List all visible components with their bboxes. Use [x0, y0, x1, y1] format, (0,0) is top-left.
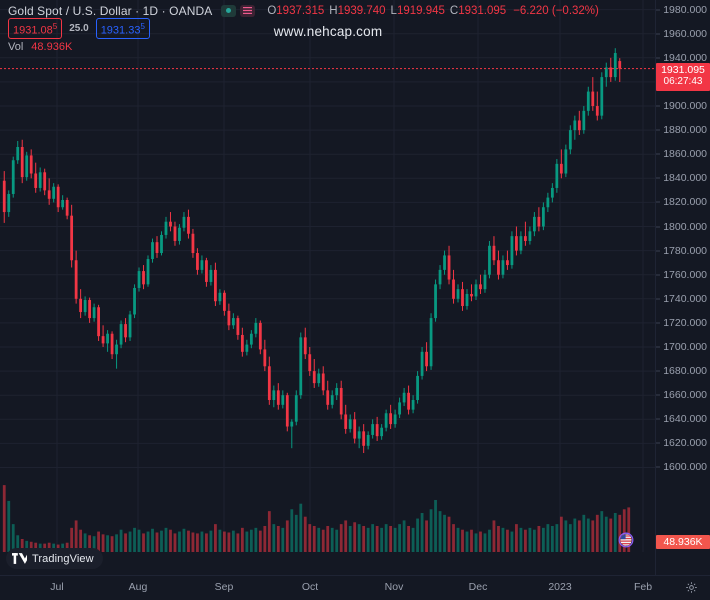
price-tick-mark	[656, 442, 660, 444]
time-tick-label: Sep	[214, 581, 234, 593]
price-tick-label: 1820.000	[663, 196, 707, 209]
time-tick-label: Oct	[301, 581, 319, 593]
price-tick-label: 1900.000	[663, 100, 707, 113]
bar-countdown: 06:27:43	[663, 76, 703, 88]
price-tick-mark	[656, 57, 660, 59]
tradingview-logo-icon	[12, 553, 27, 564]
price-tick-label: 1740.000	[663, 292, 707, 305]
candlestick-series	[2, 48, 631, 552]
time-tick-label: 2023	[548, 581, 572, 593]
current-price-tag: 1931.095 06:27:43	[656, 62, 710, 91]
price-scale[interactable]: 1931.095 06:27:43 48.936K 1600.000 1620.0…	[655, 0, 710, 576]
price-tick-label: 1720.000	[663, 316, 707, 329]
price-tick-label: 1780.000	[663, 244, 707, 257]
price-tick-label: 1640.000	[663, 413, 707, 426]
price-tick-mark	[656, 226, 660, 227]
time-scale[interactable]: Jul Aug Sep Oct Nov Dec 2023 Feb	[0, 575, 710, 600]
price-tick-label: 1620.000	[663, 437, 707, 450]
price-tick-mark	[656, 346, 660, 348]
price-tick-mark	[656, 33, 660, 35]
price-line-overlay	[0, 67, 656, 70]
price-tick-label: 1680.000	[663, 365, 707, 378]
tradingview-logo-text: TradingView	[32, 552, 94, 565]
time-tick-label: Nov	[384, 581, 404, 593]
time-tick-label: Aug	[128, 581, 148, 593]
us-flag-icon[interactable]	[618, 532, 634, 548]
chart-plot-area[interactable]	[0, 0, 656, 576]
price-tick-label: 1800.000	[663, 220, 707, 233]
price-tick-label: 1840.000	[663, 172, 707, 185]
time-tick-label: Jul	[50, 581, 64, 593]
price-tick-mark	[656, 153, 660, 155]
price-tick-mark	[656, 394, 660, 396]
price-tick-mark	[656, 129, 660, 131]
price-tick-label: 1660.000	[663, 389, 707, 402]
price-tick-label: 1880.000	[663, 124, 707, 137]
tradingview-logo[interactable]: TradingView	[6, 548, 103, 569]
price-tick-mark	[656, 418, 660, 420]
volume-price-tag: 48.936K	[656, 535, 710, 549]
current-price-value: 1931.095	[661, 63, 705, 76]
chart-grid	[0, 0, 656, 552]
price-tick-mark	[656, 298, 660, 300]
price-tick-mark	[656, 9, 660, 11]
gear-icon[interactable]	[685, 581, 698, 594]
price-tick-mark	[656, 322, 660, 324]
price-tick-mark	[656, 274, 660, 276]
price-tick-label: 1980.000	[663, 3, 707, 16]
price-tick-label: 1860.000	[663, 148, 707, 161]
price-tick-mark	[656, 177, 660, 179]
price-tick-label: 1760.000	[663, 268, 707, 281]
price-tick-mark	[656, 250, 660, 252]
price-tick-label: 1960.000	[663, 27, 707, 40]
price-tick-mark	[656, 466, 660, 468]
price-tick-label: 1600.000	[663, 461, 707, 474]
time-tick-label: Feb	[633, 581, 653, 593]
price-tick-mark	[656, 105, 660, 107]
price-tick-label: 1940.000	[663, 51, 707, 64]
time-tick-label: Dec	[468, 581, 488, 593]
price-tick-label: 1700.000	[663, 340, 707, 353]
price-tick-mark	[656, 370, 660, 372]
price-tick-mark	[656, 201, 660, 203]
